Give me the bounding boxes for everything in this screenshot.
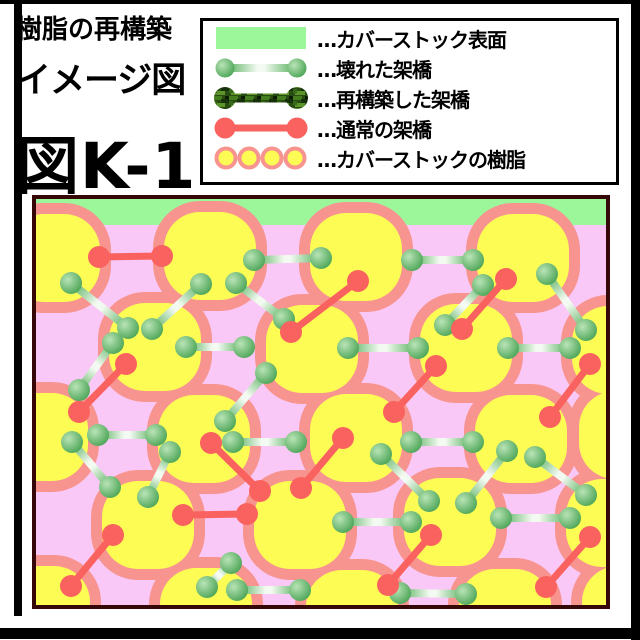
legend-item-broken: …壊れた架橋 xyxy=(213,53,616,83)
broken-crosslink xyxy=(490,507,581,529)
legend-swatch-broken xyxy=(215,58,307,78)
legend-swatch-rebuilt xyxy=(214,87,308,109)
broken-crosslink xyxy=(60,272,139,339)
legend-item-normal: …通常の架橋 xyxy=(213,113,616,143)
broken-crosslink xyxy=(497,337,581,359)
broken-crosslink xyxy=(524,446,597,506)
normal-crosslink xyxy=(60,524,124,597)
broken-crosslink xyxy=(243,247,332,271)
broken-crosslink xyxy=(222,431,307,453)
normal-crosslink xyxy=(68,353,137,423)
legend: …カバーストック表面 …壊れた架橋 …再構築した架橋 …通常の架橋 …カバーストックの樹… xyxy=(200,18,619,185)
broken-crosslink xyxy=(68,332,124,401)
resin-circle xyxy=(254,481,346,569)
legend-item-rebuilt: …再構築した架橋 xyxy=(213,83,616,113)
legend-rows: …カバーストック表面 …壊れた架橋 …再構築した架橋 …通常の架橋 …カバーストックの樹… xyxy=(213,23,616,173)
frame-right xyxy=(631,0,640,640)
broken-crosslink xyxy=(175,336,255,358)
normal-crosslinks xyxy=(60,245,601,598)
normal-crosslink xyxy=(290,427,354,499)
legend-label-broken: …壊れた架橋 xyxy=(317,57,432,82)
legend-item-surface: …カバーストック表面 xyxy=(213,23,616,53)
page-title: 樹脂の再構築 xyxy=(16,15,173,45)
normal-crosslink xyxy=(535,526,601,598)
normal-crosslink xyxy=(377,524,442,596)
normal-crosslink xyxy=(172,503,258,526)
diagram xyxy=(32,195,610,609)
resin-circle xyxy=(582,568,606,605)
normal-crosslink xyxy=(539,353,601,428)
broken-crosslink xyxy=(370,443,440,512)
frame-left xyxy=(14,2,22,616)
title-block: 樹脂の再構築 イメージ図 図K-1 xyxy=(16,16,200,207)
broken-crosslink xyxy=(87,424,167,446)
broken-crosslink xyxy=(61,431,121,498)
page-subtitle: イメージ図 xyxy=(16,60,186,101)
legend-label-resin: …カバーストックの樹脂 xyxy=(317,147,526,172)
broken-crosslink xyxy=(225,272,295,330)
normal-crosslink xyxy=(383,355,447,423)
legend-label-normal: …通常の架橋 xyxy=(317,117,432,142)
legend-swatch-normal xyxy=(214,117,308,139)
legend-swatch-resin xyxy=(214,146,307,170)
normal-crosslink xyxy=(88,245,173,268)
broken-crosslink xyxy=(401,249,484,271)
broken-crosslink xyxy=(455,440,518,514)
broken-crosslink xyxy=(196,552,242,598)
normal-crosslink xyxy=(200,432,271,502)
frame-top xyxy=(0,0,640,4)
broken-crosslink xyxy=(332,511,422,533)
broken-crosslink xyxy=(214,362,277,432)
legend-swatch-surface xyxy=(216,27,306,49)
normal-crosslink xyxy=(280,270,369,343)
resin-circle xyxy=(306,570,398,605)
legend-item-resin: …カバーストックの樹脂 xyxy=(213,143,616,173)
broken-crosslink xyxy=(226,579,311,601)
resin-circle xyxy=(459,569,551,605)
resin-circle xyxy=(579,392,606,478)
broken-crosslink xyxy=(536,263,597,341)
resin-circle xyxy=(310,213,402,301)
broken-crosslink xyxy=(337,337,429,359)
legend-label-surface: …カバーストック表面 xyxy=(317,27,507,52)
broken-crosslink xyxy=(400,431,484,453)
resin-circle xyxy=(36,214,100,302)
resin-circle xyxy=(102,481,194,569)
resin-diagram xyxy=(36,199,606,605)
broken-crosslink xyxy=(137,441,181,508)
broken-crosslink xyxy=(389,582,477,605)
broken-crosslink xyxy=(434,274,494,336)
broken-crosslinks xyxy=(60,247,597,605)
legend-label-rebuilt: …再構築した架橋 xyxy=(317,87,470,112)
frame-bottom xyxy=(0,628,640,639)
normal-crosslink xyxy=(451,268,517,340)
figure-label: 図K-1 xyxy=(16,129,197,203)
surface-swatch xyxy=(216,27,306,49)
broken-crosslink xyxy=(141,273,212,340)
